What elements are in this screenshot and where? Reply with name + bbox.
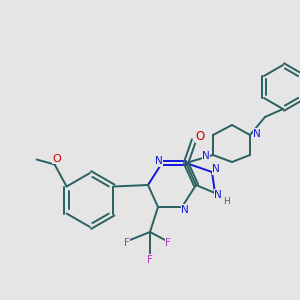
Text: N: N (212, 164, 220, 174)
Text: F: F (124, 238, 130, 248)
Text: O: O (195, 130, 205, 142)
Text: N: N (181, 205, 189, 215)
Text: H: H (223, 197, 230, 206)
Text: F: F (165, 238, 171, 248)
Text: N: N (202, 151, 210, 161)
Text: N: N (155, 156, 163, 166)
Text: N: N (214, 190, 222, 200)
Text: O: O (52, 154, 61, 164)
Text: F: F (147, 255, 153, 265)
Text: N: N (253, 129, 261, 139)
